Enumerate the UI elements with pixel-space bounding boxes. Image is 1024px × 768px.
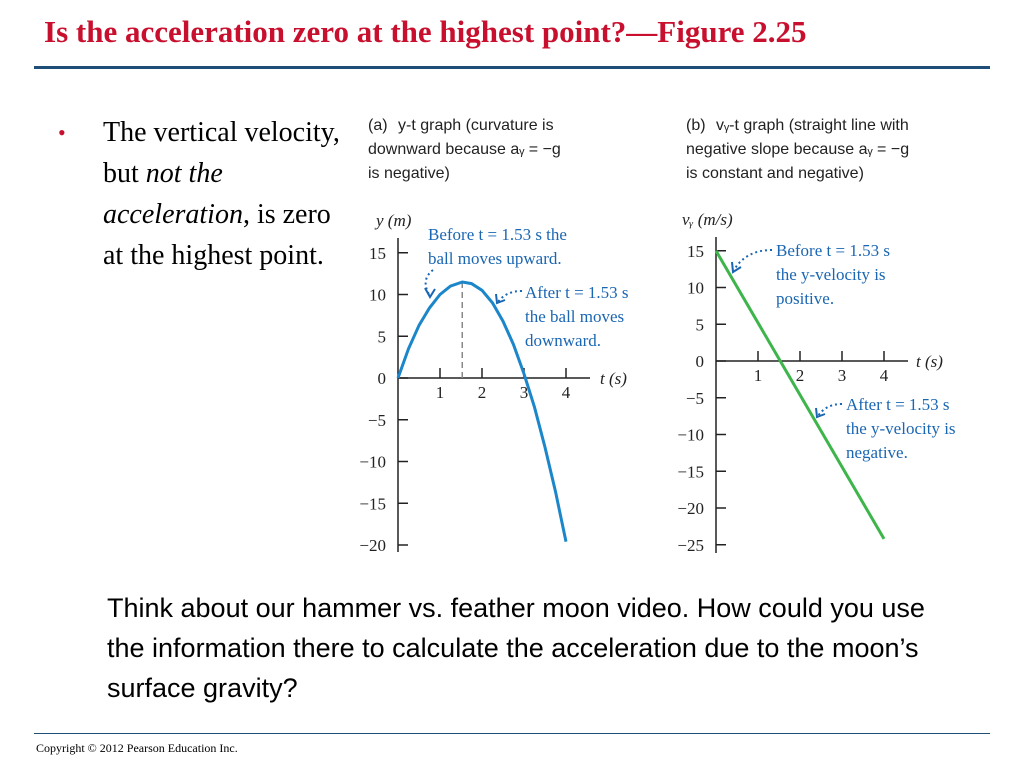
chart-b-caption-line-3: is constant and negative) <box>686 165 864 182</box>
chart-a: (a) y-t graph (curvature is downward bec… <box>359 117 628 555</box>
chart-a-y-tick-label: −20 <box>359 536 386 555</box>
chart-b-x-tick-label: 4 <box>880 366 889 385</box>
slide-title: Is the acceleration zero at the highest … <box>44 14 807 49</box>
chart-a-caption-line-1: y-t graph (curvature is <box>398 117 554 134</box>
chart-a-y-ticks: 15 10 5 0 −5 −10 −15 −20 <box>359 244 408 555</box>
chart-a-y-tick-label: 0 <box>378 369 387 388</box>
chart-a-x-tick-label: 1 <box>436 383 445 402</box>
chart-b-y-tick-label: −10 <box>677 426 704 445</box>
chart-b-y-axis-label: vᵧ (m/s) <box>682 210 733 229</box>
chart-a-annotation-after-pointer <box>497 290 523 303</box>
chart-a-y-tick-label: −15 <box>359 494 386 513</box>
discussion-question: Think about our hammer vs. feather moon … <box>107 593 925 703</box>
chart-a-y-tick-label: 10 <box>369 286 386 305</box>
chart-b-y-tick-label: −5 <box>686 389 704 408</box>
chart-b-y-ticks: 15 10 5 0 −5 −10 −15 −20 −25 <box>677 242 726 555</box>
chart-b-y-tick-label: 15 <box>687 242 704 261</box>
chart-a-annotation-after-line-2: the ball moves <box>525 307 624 326</box>
chart-a-x-axis-label: t (s) <box>600 369 627 388</box>
chart-a-caption-line-2: downward because aᵧ = −g <box>368 141 561 158</box>
bullet-text: The vertical velocity, but not the accel… <box>103 112 348 276</box>
chart-b-x-tick-label: 1 <box>754 366 763 385</box>
title-divider <box>34 66 990 69</box>
chart-a-x-tick-label: 2 <box>478 383 487 402</box>
chart-b-panel-label: (b) <box>686 117 706 134</box>
chart-b: (b) vᵧ-t graph (straight line with negat… <box>677 117 955 555</box>
chart-a-x-ticks: 1 2 3 4 <box>436 368 571 402</box>
chart-b-x-ticks: 1 2 3 4 <box>754 351 889 385</box>
chart-b-annotation-after-line-1: After t = 1.53 s <box>846 395 950 414</box>
chart-a-caption-line-3: is negative) <box>368 165 450 182</box>
footer-divider <box>34 733 990 734</box>
chart-a-annotation-before-arrowhead-icon <box>424 287 436 299</box>
chart-b-y-tick-label: −25 <box>677 536 704 555</box>
chart-a-y-tick-label: −5 <box>368 411 386 430</box>
chart-b-y-tick-label: 5 <box>696 315 705 334</box>
chart-b-annotation-after-line-2: the y-velocity is <box>846 419 956 438</box>
chart-b-annotation-after-arrowhead-icon <box>815 407 826 419</box>
chart-b-caption-line-1: vᵧ-t graph (straight line with <box>716 117 909 134</box>
chart-a-annotation-after-line-1: After t = 1.53 s <box>525 283 629 302</box>
chart-b-series-line <box>714 250 886 540</box>
chart-a-panel-label: (a) <box>368 117 388 134</box>
chart-a-annotation-after-arrowhead-icon <box>495 293 506 305</box>
chart-b-annotation-before-line-2: the y-velocity is <box>776 265 886 284</box>
copyright-notice: Copyright © 2012 Pearson Education Inc. <box>36 741 238 755</box>
chart-b-annotation-after-line-3: negative. <box>846 443 908 462</box>
chart-b-annotation-before-arrowhead-icon <box>731 261 742 274</box>
chart-a-y-tick-label: −10 <box>359 453 386 472</box>
chart-b-y-tick-label: −15 <box>677 462 704 481</box>
chart-b-x-axis-label: t (s) <box>916 352 943 371</box>
chart-b-caption-line-2: negative slope because aᵧ = −g <box>686 141 909 158</box>
chart-a-x-tick-label: 4 <box>562 383 571 402</box>
chart-b-y-tick-label: 10 <box>687 279 704 298</box>
chart-a-annotation-after-line-3: downward. <box>525 331 601 350</box>
chart-a-annotation-before-line-1: Before t = 1.53 s the <box>428 225 567 244</box>
bullet-text-emphasis: not the acceleration <box>103 158 243 230</box>
chart-a-y-tick-label: 15 <box>369 244 386 263</box>
chart-a-y-axis-label: y (m) <box>374 211 412 230</box>
chart-a-series-curve <box>396 280 568 543</box>
bullet-dot-icon: • <box>58 120 66 145</box>
chart-b-annotation-before-pointer <box>733 249 773 271</box>
chart-b-x-tick-label: 3 <box>838 366 847 385</box>
chart-a-x-tick-label: 3 <box>520 383 529 402</box>
chart-b-annotation-after-pointer <box>817 403 843 417</box>
chart-b-y-tick-label: −20 <box>677 499 704 518</box>
chart-a-y-tick-label: 5 <box>378 327 387 346</box>
bullet-text-before: The vertical velocity, but <box>103 117 340 189</box>
chart-b-annotation-before-line-1: Before t = 1.53 s <box>776 241 890 260</box>
chart-a-annotation-before-line-2: ball moves upward. <box>428 249 562 268</box>
chart-b-annotation-before-line-3: positive. <box>776 289 834 308</box>
chart-b-y-tick-label: 0 <box>696 352 705 371</box>
chart-b-x-tick-label: 2 <box>796 366 805 385</box>
bullet-text-after: , is zero at the highest point. <box>103 199 331 271</box>
